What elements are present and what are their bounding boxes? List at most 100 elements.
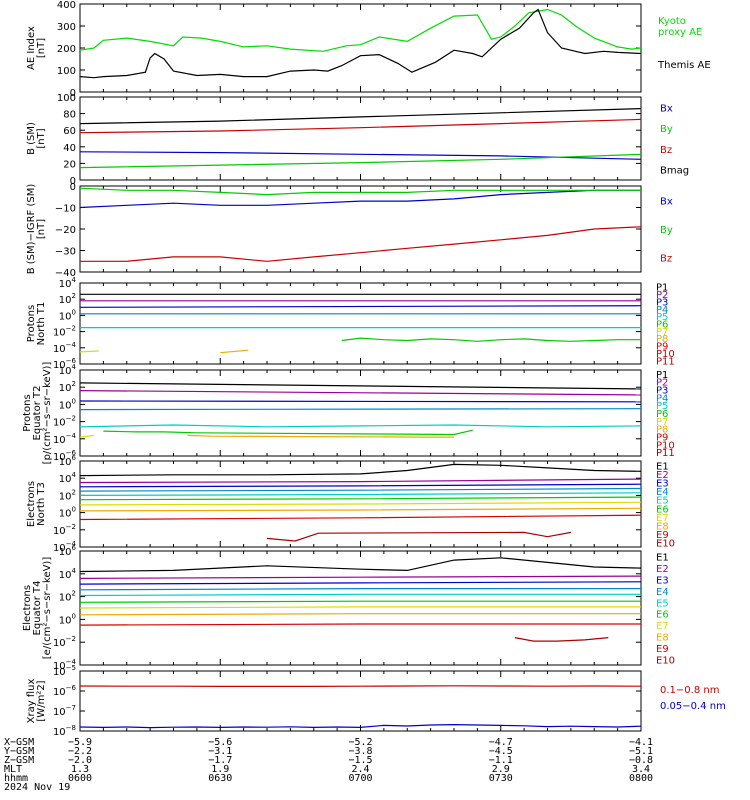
y-axis-title: Protons xyxy=(26,305,37,342)
legend-entry: Bx xyxy=(660,196,673,207)
footer-cell: 1.3 xyxy=(71,764,89,775)
y-tick-label: 20 xyxy=(63,159,76,170)
y-axis-title: [p/(cm²−s−sr−keV)] xyxy=(42,362,53,465)
footer-cell: −5.9 xyxy=(68,737,92,748)
legend-entry: Bz xyxy=(660,145,672,156)
legend-entry: P8 xyxy=(656,425,668,436)
footer-cell: −0.8 xyxy=(629,755,653,766)
legend-entry: P9 xyxy=(656,432,668,443)
series-line-e3 xyxy=(79,483,642,488)
panel-frame xyxy=(79,282,642,365)
series-line-e2 xyxy=(79,478,642,484)
footer-cell: −3.8 xyxy=(348,746,372,757)
series-line-bx xyxy=(79,151,642,160)
legend-entry: E8 xyxy=(656,522,669,533)
y-axis-title: [nT] xyxy=(36,38,47,58)
y-tick-label: 400 xyxy=(57,0,76,11)
y-axis-title: [nT] xyxy=(36,219,47,239)
panel-frame xyxy=(79,185,642,273)
y-tick-label: 104 xyxy=(59,363,77,377)
series-line-e4 xyxy=(79,587,641,591)
footer-cell: −5.6 xyxy=(208,737,232,748)
series-line-e9 xyxy=(79,514,642,521)
y-tick-label: 80 xyxy=(63,110,76,121)
series-line-0-1-0-8-nm xyxy=(79,685,642,688)
series-line-p2 xyxy=(79,390,642,396)
footer-cell: −4.1 xyxy=(629,737,653,748)
y-tick-label: 10−6 xyxy=(53,684,77,698)
y-axis-title: North T3 xyxy=(36,482,47,526)
footer-row-label: Y−GSM xyxy=(4,746,34,757)
legend-entry: P10 xyxy=(656,440,675,451)
legend-entry: E5 xyxy=(656,598,669,609)
series-line-p8 xyxy=(220,349,249,354)
footer-cell: 2.9 xyxy=(492,764,510,775)
legend-entry: Bmag xyxy=(660,166,689,177)
series-line-bmag xyxy=(79,108,642,125)
y-tick-label: 100 xyxy=(59,506,76,520)
series-line-bz xyxy=(80,226,642,262)
y-tick-label: 10−4 xyxy=(53,540,77,554)
y-tick-label: 300 xyxy=(57,22,76,33)
legend-entry: P4 xyxy=(656,305,668,316)
footer-cell: 2.4 xyxy=(351,764,369,775)
y-tick-label: 102 xyxy=(59,590,76,604)
series-line-e5 xyxy=(79,593,641,597)
legend-entry: P1 xyxy=(656,283,668,294)
series-line-p5 xyxy=(79,424,642,428)
y-tick-label: 100 xyxy=(57,93,76,104)
y-tick-label: 102 xyxy=(59,380,76,394)
panel-1: 0 100 200 300 400 AE Index [nT] Kyoto proxy AE Th… xyxy=(26,0,711,99)
y-tick-label: −10 xyxy=(55,204,76,215)
footer-row-label: MLT xyxy=(4,764,22,775)
legend-entry: E2 xyxy=(656,470,669,481)
footer-row-label: Z−GSM xyxy=(4,755,34,766)
footer-cell: 0800 xyxy=(629,773,653,784)
footer-cell: −1.5 xyxy=(348,755,372,766)
panel-8: 10−8 10−7 10−6 10−5 Xray flux [W/m²2] 0.1−0.8 … xyxy=(26,664,726,738)
series-line-e6 xyxy=(79,600,641,603)
series-line-p3 xyxy=(79,400,642,403)
panel-7: 10−4 10−2 100 102 104 106 Electrons Equator T4[… xyxy=(22,544,675,672)
legend-entry: 0.1−0.8 nm xyxy=(660,685,719,696)
y-axis-title: [e/(cm²−s−sr−keV)] xyxy=(42,557,53,660)
y-tick-label: 10−2 xyxy=(53,325,76,339)
legend-entry: Kyoto proxy AE xyxy=(658,16,702,38)
legend-entry: P5 xyxy=(656,401,668,412)
series-line-e4 xyxy=(79,487,642,492)
footer-cell: 3.4 xyxy=(632,764,650,775)
legend-entry: P7 xyxy=(656,327,668,338)
y-tick-label: 10−5 xyxy=(53,664,76,678)
series-line-e10 xyxy=(266,531,572,542)
y-axis-title: [nT] xyxy=(36,128,47,148)
y-tick-label: −40 xyxy=(55,268,76,279)
y-axis-title: Electrons xyxy=(26,481,37,527)
legend-entry: Bx xyxy=(660,103,673,114)
footer-cell: −2.2 xyxy=(68,746,92,757)
legend-entry: E1 xyxy=(656,553,669,564)
legend-entry: E3 xyxy=(656,479,669,490)
y-tick-label: 10−4 xyxy=(53,658,77,672)
legend-entry: E8 xyxy=(656,633,669,644)
y-axis-title: Xray flux xyxy=(26,679,37,724)
legend-entry: 0.05−0.4 nm xyxy=(660,701,726,712)
legend-entry: E7 xyxy=(656,621,669,632)
panel-2: 0 20 40 60 80 100 B (SM) [nT] Bx By Bz Bmag xyxy=(26,93,689,187)
legend-entry: Bz xyxy=(660,254,672,265)
legend-entry: P5 xyxy=(656,312,668,323)
y-tick-label: 10−4 xyxy=(53,341,77,355)
y-tick-label: −30 xyxy=(55,247,76,258)
series-line-p1 xyxy=(79,382,642,390)
series-line-e1 xyxy=(79,557,642,573)
series-line-kyoto-proxy-ae xyxy=(79,8,642,52)
footer-row-label: X−GSM xyxy=(4,737,34,748)
series-line-by xyxy=(79,187,641,196)
legend-entry: E5 xyxy=(656,496,669,507)
legend-entry: P2 xyxy=(656,290,668,301)
y-axis-title: Equator T2 xyxy=(32,386,43,441)
legend-entry: P3 xyxy=(656,297,668,308)
y-tick-label: 10−2 xyxy=(53,523,76,537)
series-line-by xyxy=(79,153,642,169)
series-line-e7 xyxy=(79,606,641,609)
